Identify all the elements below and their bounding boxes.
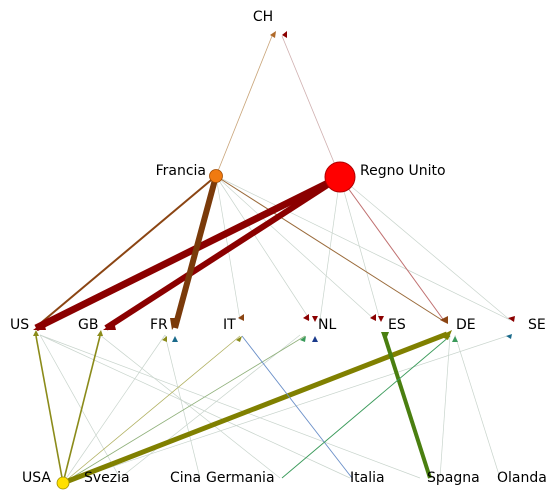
node-label: Svezia [84,470,130,486]
node-label: Regno Unito [360,163,446,179]
labels: CH Francia Regno Unito US GB FR IT NL ES… [10,9,547,486]
node-label: US [10,317,29,333]
node-label: Spagna [427,470,480,486]
node-regno-unito [324,161,356,193]
edges [34,35,451,486]
node-label: USA [22,470,51,486]
node-label: Germania [206,470,275,486]
node-label: Francia [156,163,206,179]
node-label: FR [150,317,168,333]
node-label: Cina [170,470,201,486]
faint-edges [39,175,511,484]
nodes [56,161,356,490]
arrowheads [33,31,515,342]
node-label: IT [223,317,236,333]
node-label: NL [318,317,336,333]
node-label: GB [78,317,98,333]
node-label: Olanda [497,470,547,486]
node-label: SE [528,317,546,333]
node-label: DE [456,317,476,333]
node-label: CH [253,9,273,25]
node-label: Italia [350,470,385,486]
node-francia [209,169,223,183]
node-usa [56,476,70,490]
node-label: ES [388,317,406,333]
